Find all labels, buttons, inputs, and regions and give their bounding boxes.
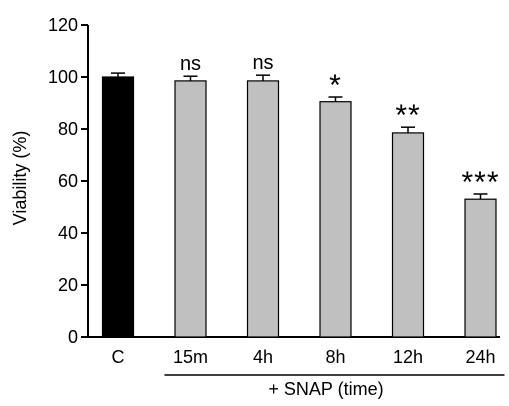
- y-tick-label: 0: [68, 327, 78, 347]
- y-tick-label: 40: [58, 223, 78, 243]
- x-tick-label: 4h: [253, 347, 273, 367]
- y-axis-label: Viability (%): [10, 131, 30, 226]
- y-tick-label: 80: [58, 119, 78, 139]
- significance-label: ns: [252, 52, 273, 74]
- axes: 0 20 40 60 80 100 120: [48, 15, 500, 347]
- x-tick-label: 15m: [173, 347, 208, 367]
- bar-4h: [246, 80, 280, 338]
- significance-label: *: [329, 69, 342, 102]
- bar-12h: [391, 132, 425, 338]
- x-tick-label: 12h: [393, 347, 423, 367]
- significance-label: ***: [461, 166, 499, 199]
- x-tick-label: C: [112, 347, 125, 367]
- bar-15m: [174, 80, 207, 338]
- y-tick-label: 60: [58, 171, 78, 191]
- bars: [101, 72, 497, 338]
- x-tick-label: 24h: [465, 347, 495, 367]
- y-tick-label: 100: [48, 67, 78, 87]
- y-tick-label: 120: [48, 15, 78, 35]
- bar-8h: [319, 101, 352, 338]
- bar-C: [101, 76, 135, 338]
- labels: C 15m ns 4h ns 8h * 12h ** 24h ***: [112, 52, 505, 376]
- bar-24h: [464, 198, 497, 338]
- y-tick-label: 20: [58, 275, 78, 295]
- significance-label: **: [395, 99, 420, 132]
- significance-label: ns: [180, 53, 201, 75]
- group-label: + SNAP (time): [268, 379, 383, 399]
- x-tick-label: 8h: [325, 347, 345, 367]
